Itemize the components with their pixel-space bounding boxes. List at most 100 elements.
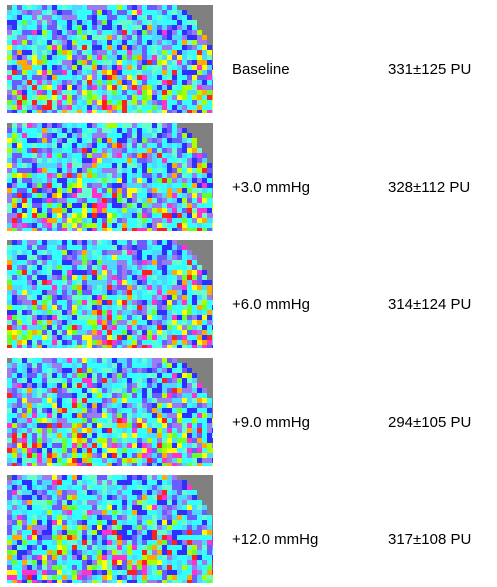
- map-pixel: [77, 223, 82, 228]
- map-pixel: [77, 90, 82, 95]
- map-pixel: [107, 413, 112, 418]
- map-pixel: [162, 20, 167, 25]
- map-pixel: [62, 163, 67, 168]
- map-pixel: [87, 520, 92, 525]
- map-pixel: [127, 433, 132, 438]
- map-pixel: [92, 443, 97, 448]
- map-pixel: [7, 15, 12, 20]
- map-pixel: [17, 388, 22, 393]
- map-pixel: [47, 5, 52, 10]
- map-pixel: [77, 320, 82, 325]
- map-pixel: [177, 280, 182, 285]
- map-pixel: [152, 295, 157, 300]
- map-pixel: [87, 443, 92, 448]
- map-pixel: [192, 260, 197, 265]
- map-pixel: [152, 85, 157, 90]
- map-pixel: [92, 213, 97, 218]
- map-pixel: [57, 280, 62, 285]
- map-pixel: [97, 280, 102, 285]
- map-pixel: [12, 418, 17, 423]
- map-pixel: [162, 260, 167, 265]
- map-pixel: [37, 520, 42, 525]
- map-pixel: [152, 540, 157, 545]
- map-pixel: [37, 275, 42, 280]
- map-pixel: [127, 218, 132, 223]
- map-pixel: [82, 320, 87, 325]
- map-pixel: [77, 570, 82, 575]
- map-pixel: [47, 345, 52, 348]
- map-pixel: [117, 255, 122, 260]
- map-pixel: [12, 535, 17, 540]
- map-pixel: [72, 480, 77, 485]
- map-pixel: [32, 315, 37, 320]
- map-pixel: [132, 510, 137, 515]
- map-pixel: [162, 240, 167, 245]
- map-pixel: [37, 575, 42, 580]
- map-pixel: [192, 218, 197, 223]
- map-pixel: [32, 535, 37, 540]
- map-pixel: [17, 60, 22, 65]
- map-pixel: [52, 515, 57, 520]
- map-pixel: [112, 85, 117, 90]
- map-pixel: [212, 320, 213, 325]
- map-pixel: [137, 398, 142, 403]
- map-pixel: [92, 95, 97, 100]
- map-pixel: [62, 228, 67, 231]
- map-pixel: [142, 485, 147, 490]
- map-pixel: [52, 550, 57, 555]
- map-pixel: [142, 363, 147, 368]
- map-pixel: [87, 138, 92, 143]
- map-pixel: [192, 153, 197, 158]
- map-pixel: [172, 358, 177, 363]
- map-pixel: [127, 368, 132, 373]
- map-pixel: [107, 363, 112, 368]
- map-pixel: [212, 570, 213, 575]
- map-pixel: [177, 428, 182, 433]
- map-pixel: [42, 95, 47, 100]
- map-pixel: [72, 428, 77, 433]
- map-pixel: [72, 463, 77, 466]
- map-pixel: [7, 223, 12, 228]
- map-pixel: [202, 60, 207, 65]
- map-pixel: [97, 320, 102, 325]
- map-pixel: [167, 213, 172, 218]
- map-pixel: [77, 35, 82, 40]
- map-pixel: [12, 85, 17, 90]
- map-pixel: [72, 110, 77, 113]
- map-pixel: [127, 408, 132, 413]
- map-pixel: [12, 240, 17, 245]
- map-pixel: [92, 510, 97, 515]
- map-pixel: [122, 65, 127, 70]
- map-pixel: [107, 193, 112, 198]
- map-pixel: [112, 368, 117, 373]
- map-pixel: [177, 500, 182, 505]
- map-pixel: [42, 368, 47, 373]
- map-pixel: [7, 398, 12, 403]
- map-pixel: [47, 65, 52, 70]
- map-pixel: [212, 550, 213, 555]
- map-pixel: [127, 310, 132, 315]
- map-pixel: [122, 75, 127, 80]
- map-pixel: [117, 5, 122, 10]
- map-pixel: [147, 510, 152, 515]
- map-pixel: [137, 40, 142, 45]
- map-pixel: [212, 213, 213, 218]
- map-pixel: [187, 368, 192, 373]
- map-pixel: [92, 203, 97, 208]
- map-pixel: [27, 363, 32, 368]
- map-pixel: [7, 525, 12, 530]
- map-pixel: [202, 570, 207, 575]
- map-pixel: [97, 240, 102, 245]
- map-pixel: [207, 228, 212, 231]
- map-pixel: [157, 320, 162, 325]
- map-pixel: [152, 520, 157, 525]
- map-pixel: [147, 480, 152, 485]
- map-pixel: [122, 110, 127, 113]
- map-pixel: [127, 373, 132, 378]
- map-pixel: [37, 148, 42, 153]
- map-pixel: [67, 110, 72, 113]
- map-pixel: [162, 565, 167, 570]
- map-pixel: [42, 403, 47, 408]
- map-pixel: [7, 540, 12, 545]
- map-pixel: [92, 525, 97, 530]
